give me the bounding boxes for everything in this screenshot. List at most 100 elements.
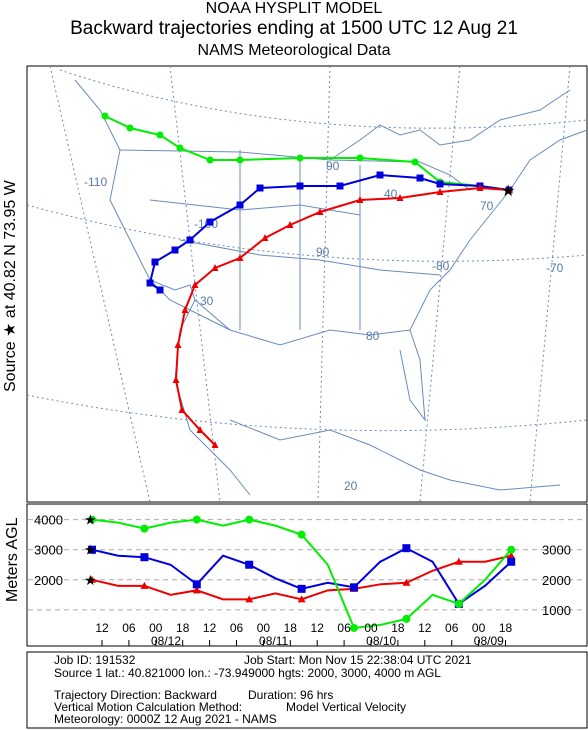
map-point <box>206 156 214 164</box>
green-map-trajectory <box>104 115 510 191</box>
lon-line <box>49 65 151 503</box>
source-star-icon: ★ <box>501 183 515 200</box>
lon-line <box>317 65 331 503</box>
x-hour-label: 12 <box>311 621 325 635</box>
x-hour-label: 18 <box>284 621 298 635</box>
map-point <box>176 144 184 152</box>
lat-line <box>26 394 588 432</box>
lon-label: -110 <box>84 175 107 189</box>
meteorology: Meteorology: 0000Z 12 Aug 2021 - NAMS <box>54 712 277 726</box>
map-point <box>296 154 304 162</box>
height-point <box>140 553 149 562</box>
map-point <box>174 341 182 348</box>
x-date-label: 08/11 <box>259 634 288 648</box>
x-hour-label: 06 <box>445 621 459 635</box>
height-point <box>88 515 96 524</box>
height-point <box>192 586 201 594</box>
lat-label: 20 <box>344 479 358 493</box>
map-trajectories <box>101 112 513 448</box>
height-point <box>192 515 201 524</box>
height-point <box>245 515 254 524</box>
start-star-icon: ★ <box>84 512 97 528</box>
x-hour-label: 18 <box>391 621 405 635</box>
map-point <box>256 184 264 192</box>
lon-line <box>169 65 221 503</box>
start-star-icon: ★ <box>84 572 97 588</box>
map-point <box>171 246 179 254</box>
lon-label: 90 <box>326 159 340 173</box>
lon-label: -80 <box>432 259 450 273</box>
height-point <box>297 584 306 593</box>
height-trajectories <box>88 515 516 632</box>
lon-line <box>419 65 461 503</box>
x-hour-label: 00 <box>364 621 378 635</box>
lat-line <box>26 204 588 262</box>
map-point <box>336 182 344 190</box>
lon-label: -70 <box>546 261 564 275</box>
info-box <box>26 651 588 729</box>
lon-label: 80 <box>366 329 380 343</box>
map-point <box>411 158 419 166</box>
model-title: NOAA HYSPLIT MODEL <box>205 0 383 17</box>
border-north <box>119 149 471 191</box>
coastline-west <box>74 79 251 496</box>
x-date-label: 08/10 <box>366 634 396 648</box>
height-grid <box>28 519 586 611</box>
map-point <box>436 180 444 188</box>
height-point <box>402 578 411 586</box>
duration: Duration: 96 hrs <box>248 688 334 702</box>
map-point <box>172 376 180 383</box>
blue-map-trajectory <box>148 173 510 291</box>
height-point <box>402 614 411 623</box>
map-point <box>186 236 194 244</box>
x-hour-label: 12 <box>95 621 109 635</box>
height-point <box>454 557 463 565</box>
map-point <box>156 131 164 139</box>
coast-south <box>229 419 561 491</box>
chart-title: Backward trajectories ending at 1500 UTC… <box>70 18 518 39</box>
map-point <box>316 208 324 215</box>
x-hour-label: 18 <box>176 621 190 635</box>
job-start: Job Start: Mon Nov 15 22:38:04 UTC 2021 <box>244 653 472 667</box>
coastline-gulf <box>194 299 426 422</box>
map-point <box>505 186 513 193</box>
lon-label: 90 <box>316 245 330 259</box>
y-tick-label-left: 3000 <box>34 543 63 558</box>
x-hour-label: 06 <box>122 621 136 635</box>
x-hour-label: 00 <box>149 621 163 635</box>
map-point <box>156 286 164 294</box>
map-point <box>211 264 219 271</box>
coastline-east <box>409 129 588 331</box>
height-point <box>454 599 463 608</box>
height-point <box>140 524 149 533</box>
map-point <box>436 188 444 195</box>
map-point <box>261 234 269 241</box>
height-point <box>245 560 254 569</box>
y-tick-label-right: 1000 <box>542 603 571 618</box>
map-point <box>151 258 159 266</box>
x-date-label: 08/09 <box>474 634 504 648</box>
map-point <box>211 441 219 448</box>
y-tick-label-right: 3000 <box>542 543 571 558</box>
trajectory-direction: Trajectory Direction: Backward <box>54 688 217 702</box>
height-point <box>245 595 254 603</box>
x-hour-label: 06 <box>337 621 351 635</box>
map-point <box>296 182 304 190</box>
start-star-icon: ★ <box>84 542 97 558</box>
map-point <box>476 184 484 191</box>
map-point <box>181 306 189 313</box>
map-point <box>396 194 404 201</box>
height-point <box>507 545 516 554</box>
map-point <box>236 201 244 209</box>
map-point <box>286 221 294 228</box>
height-point <box>297 530 306 539</box>
map-point <box>126 124 134 132</box>
map-point <box>376 171 384 179</box>
state-line <box>239 150 361 330</box>
x-date-label: 08/12 <box>151 634 181 648</box>
map-point <box>236 254 244 261</box>
lon-line <box>529 65 571 503</box>
height-point <box>507 551 516 559</box>
map-point <box>178 406 186 413</box>
